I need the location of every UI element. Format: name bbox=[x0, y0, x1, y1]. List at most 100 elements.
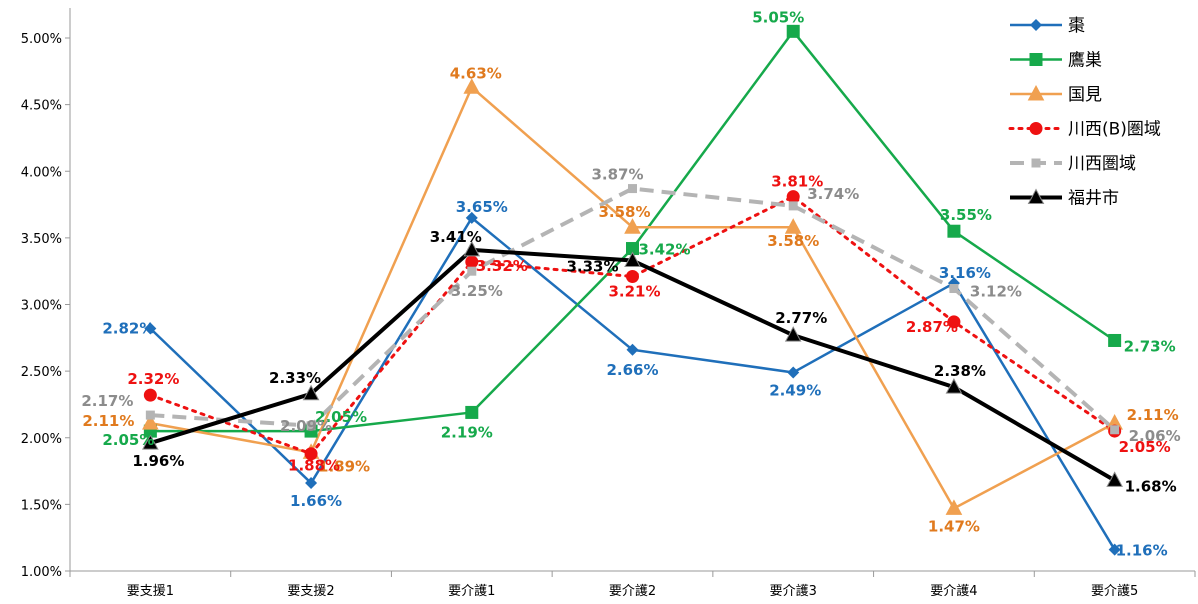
data-label: 3.42% bbox=[638, 241, 690, 259]
data-label: 2.32% bbox=[127, 370, 179, 388]
data-label: 1.68% bbox=[1125, 477, 1177, 495]
legend-swatch-marker bbox=[1031, 158, 1041, 168]
x-tick-label: 要介護4 bbox=[930, 583, 977, 599]
legend-swatch-marker bbox=[1029, 53, 1043, 66]
data-label: 4.63% bbox=[450, 64, 502, 82]
data-point-marker bbox=[945, 378, 963, 394]
data-label: 3.21% bbox=[608, 283, 660, 301]
data-point-marker bbox=[465, 211, 478, 224]
y-tick-label: 5.00% bbox=[21, 32, 62, 47]
data-label: 2.77% bbox=[775, 309, 827, 327]
data-label: 1.47% bbox=[928, 517, 980, 535]
data-label: 3.41% bbox=[430, 228, 482, 246]
data-label: 3.58% bbox=[598, 203, 650, 221]
series-line-3 bbox=[148, 195, 1117, 456]
legend-label: 国見 bbox=[1068, 85, 1102, 105]
legend-swatch-marker bbox=[1027, 84, 1045, 101]
data-label: 2.87% bbox=[906, 318, 958, 336]
data-labels: 2.82% 1.66% 3.65% 2.66% 2.49% 3.16% 1.16% 2.05%… bbox=[81, 8, 1180, 559]
data-point-marker bbox=[145, 410, 155, 420]
data-label: 1.66% bbox=[290, 492, 342, 510]
data-label: 2.66% bbox=[606, 361, 658, 379]
x-tick-label: 要介護3 bbox=[770, 583, 817, 599]
data-point-marker bbox=[467, 266, 477, 276]
legend-swatch-marker bbox=[1027, 188, 1045, 204]
x-tick-label: 要支援1 bbox=[127, 584, 174, 599]
data-point-marker bbox=[949, 284, 959, 294]
x-tick-label: 要介護1 bbox=[448, 583, 495, 599]
data-point-marker bbox=[784, 326, 802, 342]
y-tick-label: 4.00% bbox=[21, 165, 62, 180]
data-point-marker bbox=[1110, 425, 1120, 435]
data-label: 2.73% bbox=[1124, 337, 1176, 355]
data-label: 3.12% bbox=[970, 283, 1022, 301]
data-point-marker bbox=[143, 388, 157, 402]
data-point-marker bbox=[628, 184, 637, 194]
data-point-marker bbox=[787, 366, 800, 379]
data-point-marker bbox=[463, 78, 481, 94]
data-label: 2.11% bbox=[82, 412, 134, 430]
data-point-marker bbox=[144, 322, 157, 335]
y-tick-label: 2.00% bbox=[21, 432, 62, 447]
data-label: 2.82% bbox=[102, 319, 154, 337]
data-label: 1.16% bbox=[1116, 542, 1168, 560]
data-label: 2.49% bbox=[769, 381, 821, 399]
legend-label: 福井市 bbox=[1068, 189, 1119, 209]
y-tick-label: 4.50% bbox=[21, 99, 62, 114]
data-point-marker bbox=[626, 343, 639, 356]
legend-swatch-marker bbox=[1029, 122, 1043, 135]
data-label: 2.09% bbox=[280, 417, 332, 435]
data-label: 1.89% bbox=[318, 457, 370, 475]
data-label: 3.81% bbox=[771, 173, 823, 191]
legend-label: 鷹巣 bbox=[1068, 50, 1102, 71]
legend-label: 川西圏域 bbox=[1068, 154, 1136, 174]
data-label: 1.96% bbox=[132, 452, 184, 470]
data-label: 2.05% bbox=[102, 431, 154, 449]
data-label: 2.38% bbox=[934, 362, 986, 380]
data-point-marker bbox=[306, 421, 316, 431]
data-label: 3.32% bbox=[476, 257, 528, 275]
y-tick-label: 3.50% bbox=[21, 232, 62, 247]
data-point-marker bbox=[305, 477, 318, 490]
data-point-marker bbox=[947, 315, 961, 329]
legend-label: 川西(B)圏域 bbox=[1068, 120, 1161, 140]
data-point-marker bbox=[1108, 333, 1122, 347]
data-label: 3.74% bbox=[807, 185, 859, 203]
data-label: 3.25% bbox=[451, 282, 503, 300]
x-tick-label: 要支援2 bbox=[287, 584, 334, 599]
data-label: 2.05% bbox=[1119, 438, 1171, 456]
data-label: 2.11% bbox=[1127, 406, 1179, 424]
data-point-marker bbox=[626, 270, 639, 284]
data-label: 5.05% bbox=[752, 8, 804, 26]
data-label: 3.65% bbox=[456, 198, 508, 216]
data-label: 3.55% bbox=[940, 206, 992, 224]
data-point-marker bbox=[788, 201, 798, 211]
data-label: 2.06% bbox=[1129, 427, 1181, 445]
data-label: 2.05% bbox=[315, 408, 367, 426]
data-label: 3.58% bbox=[767, 232, 819, 250]
data-point-marker bbox=[624, 251, 641, 268]
series-markers bbox=[142, 24, 1123, 556]
data-point-marker bbox=[142, 414, 159, 430]
data-point-marker bbox=[304, 447, 318, 461]
data-point-marker bbox=[626, 242, 639, 256]
data-point-marker bbox=[947, 224, 961, 238]
y-tick-label: 1.50% bbox=[21, 498, 62, 513]
axes: 1.00% 1.50% 2.00% 2.50% 3.00% 3.50% 4.00% 4.50%… bbox=[21, 8, 1196, 599]
data-point-marker bbox=[302, 384, 320, 401]
x-tick-label: 要介護5 bbox=[1091, 583, 1138, 599]
data-label: 3.33% bbox=[566, 258, 618, 276]
data-point-marker bbox=[465, 405, 479, 419]
data-label: 3.87% bbox=[591, 166, 643, 184]
legend-swatch-marker bbox=[1030, 19, 1042, 31]
data-point-marker bbox=[463, 240, 481, 257]
data-point-marker bbox=[945, 499, 963, 515]
x-tick-label: 要介護2 bbox=[609, 583, 656, 599]
y-tick-label: 1.00% bbox=[21, 565, 62, 580]
data-point-marker bbox=[465, 255, 479, 269]
data-label: 1.88% bbox=[288, 457, 340, 475]
data-point-marker bbox=[784, 218, 802, 234]
y-tick-label: 3.00% bbox=[21, 299, 62, 314]
